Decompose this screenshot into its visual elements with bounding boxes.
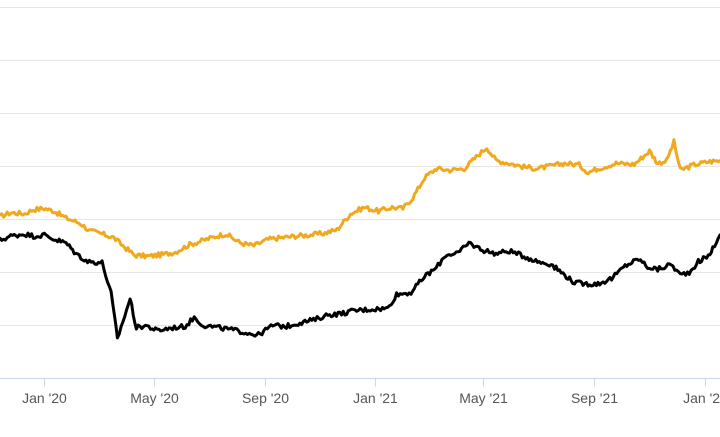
x-tick-label: May '20 <box>130 390 179 406</box>
series-line-1 <box>0 138 720 260</box>
x-tick-label: Jan '21 <box>353 390 398 406</box>
x-tick-label: May '21 <box>459 390 508 406</box>
x-tick-label: Jan '20 <box>22 390 67 406</box>
series-layer <box>0 138 720 340</box>
series-line-2 <box>0 231 720 340</box>
x-axis-ticks: Jan '20 May '20 Sep '20 Jan '21 May '21 Sep '… <box>22 378 720 406</box>
x-tick-label: Jan '22 <box>683 390 720 406</box>
gridlines <box>0 7 720 326</box>
x-tick-label: Sep '21 <box>571 390 618 406</box>
x-tick-label: Sep '20 <box>242 390 289 406</box>
